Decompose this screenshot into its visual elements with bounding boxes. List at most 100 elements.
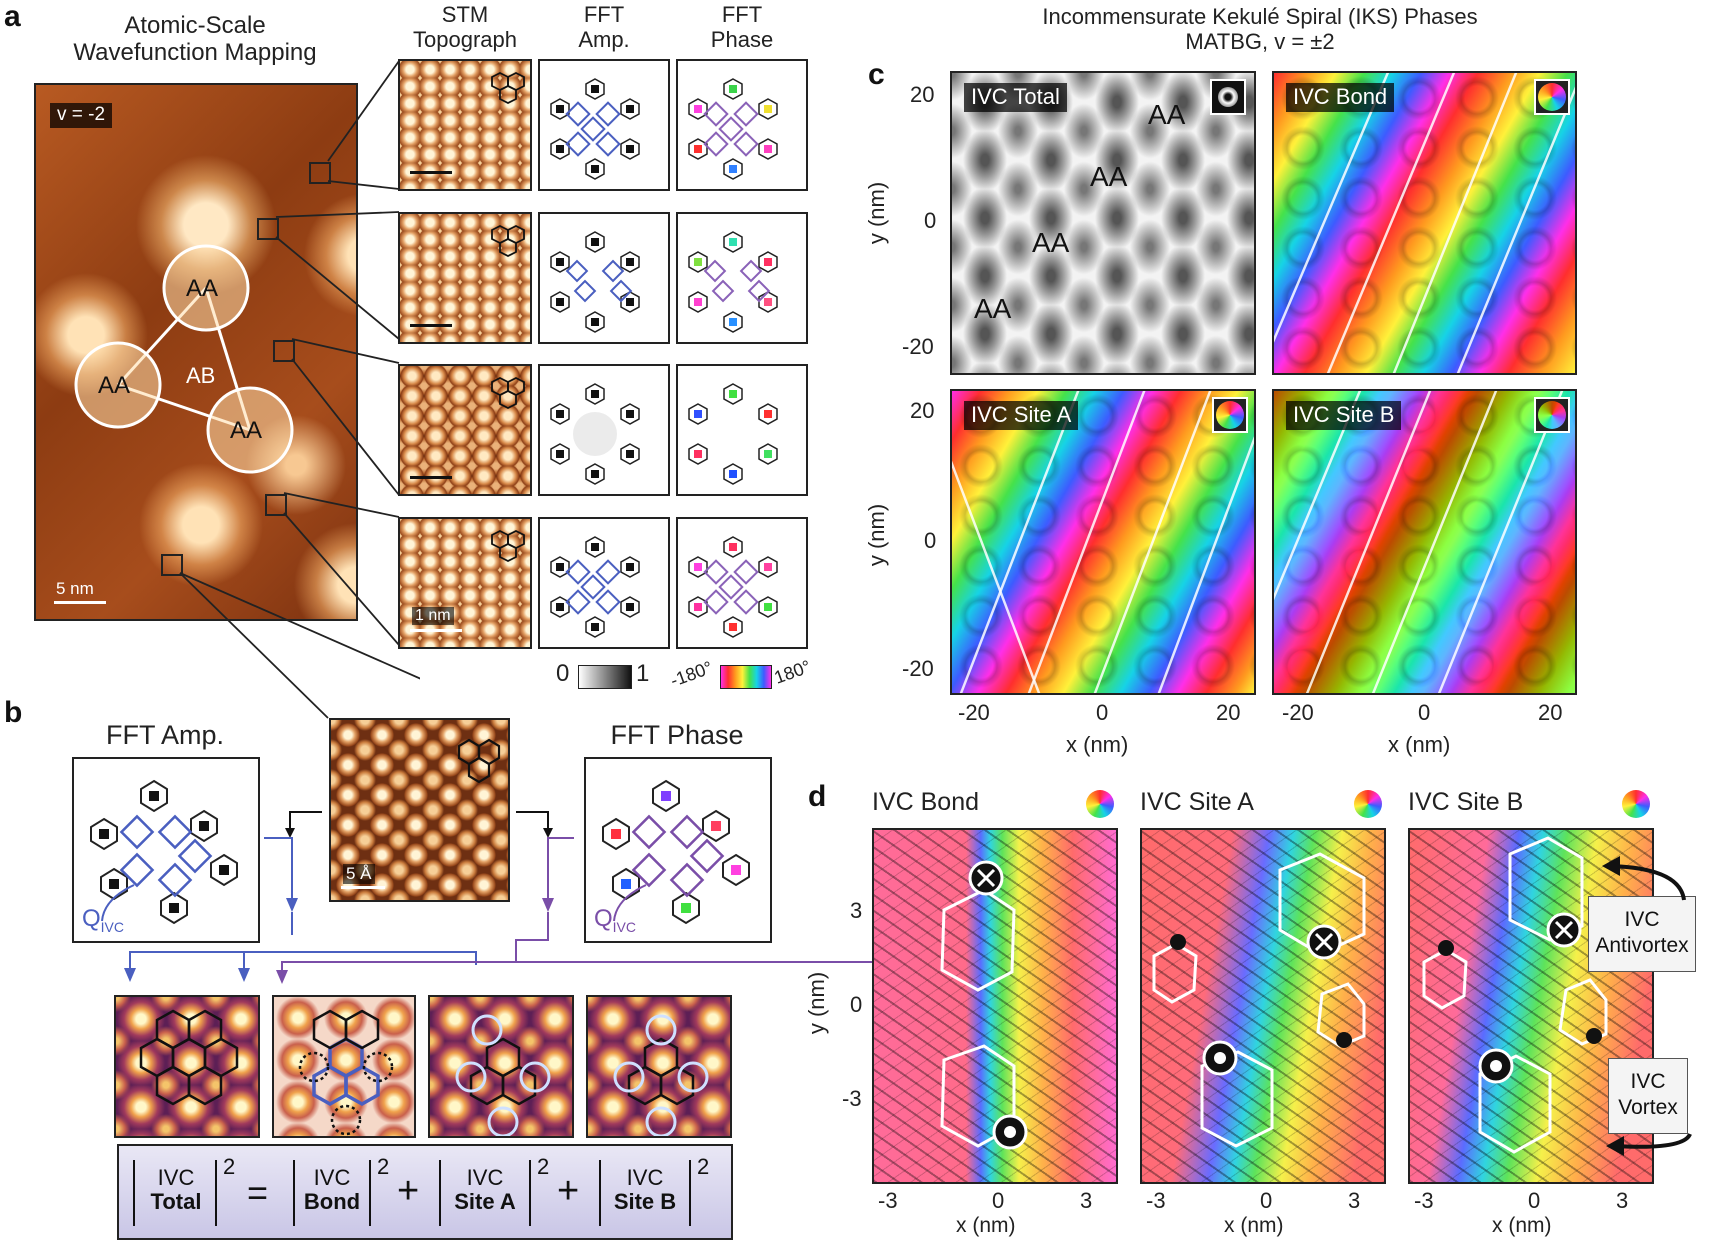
fft-amp-row4 — [538, 517, 670, 649]
d-xlabel-1: x (nm) — [956, 1214, 1016, 1237]
q-ivc-label-phase: QIVC — [594, 905, 636, 935]
c-ytick-top-20: 20 — [910, 82, 935, 107]
d-xtick-3b: 0 — [1528, 1188, 1541, 1213]
c-xtick-r-0: 0 — [1418, 700, 1431, 725]
domain-lines — [952, 391, 1254, 693]
stm-topograph-row2 — [398, 212, 532, 344]
site-dot — [1170, 934, 1186, 950]
main-stm-map: v = -2 5 nm AA AA AA AB — [34, 83, 358, 621]
c-xlabel-right: x (nm) — [1388, 732, 1451, 757]
header-phase-line2: Phase — [710, 27, 774, 52]
zoom-box-3 — [273, 340, 295, 362]
header-amp-line2: Amp. — [578, 27, 630, 52]
scale-label-main: 5 nm — [56, 579, 94, 598]
c-xtick-r-m20: -20 — [1282, 700, 1314, 725]
domain-lines — [1274, 73, 1575, 373]
q-label: Q — [82, 905, 101, 932]
map-ivc-bond-b — [272, 995, 416, 1138]
d-xtick-1b: 0 — [992, 1188, 1005, 1213]
vortex-overlay — [1152, 852, 1366, 1148]
formula-total: IVC Total — [141, 1166, 211, 1214]
total-inset-icon — [1210, 79, 1246, 115]
map-label-site-b: IVC Site B — [1286, 401, 1402, 430]
q-label: Q — [594, 905, 613, 932]
aa-label-top: AA — [186, 275, 219, 302]
fft-phase-row2 — [676, 212, 808, 344]
site-b-inset-box — [1534, 397, 1570, 433]
fft-phase-row3 — [676, 364, 808, 496]
scale-bar-row2 — [410, 324, 452, 327]
aa-label-right: AA — [230, 417, 263, 444]
amp-scale-max: 1 — [636, 660, 650, 687]
formula-power-3: 2 — [537, 1154, 550, 1179]
scale-bar-row4 — [410, 629, 462, 632]
formula-bond-top: IVC — [313, 1165, 351, 1190]
d-xtick-3c: 3 — [1616, 1188, 1629, 1213]
amp-scale-min: 0 — [556, 660, 570, 687]
color-wheel-icon — [1538, 401, 1566, 429]
antivortex-callout: IVC Antivortex — [1588, 896, 1696, 972]
antivortex-icon — [1546, 912, 1582, 948]
fft-phase-row4 — [676, 517, 808, 649]
formula-site-b-top: IVC — [626, 1165, 664, 1190]
vortex-label-line2: Vortex — [1618, 1096, 1678, 1119]
map-label-bond: IVC Bond — [1286, 83, 1395, 112]
stm-topograph-large: 5 Å — [329, 718, 510, 902]
hexagon-overlay-icon — [457, 738, 501, 784]
c-xtick-l-m20: -20 — [958, 700, 990, 725]
site-dot — [1336, 1032, 1352, 1048]
d-xtick-2b: 0 — [1260, 1188, 1273, 1213]
q-sub: IVC — [612, 918, 637, 935]
fft-amp-large: QIVC — [72, 757, 260, 943]
scale-label-large: 5 Å — [343, 864, 375, 884]
phase-colorbar — [720, 665, 772, 689]
fft-amp-pattern — [550, 231, 640, 333]
stm-topograph-row3 — [398, 364, 532, 496]
c-ytick-top-m20: -20 — [902, 334, 934, 359]
c-xtick-l-20: 20 — [1216, 700, 1241, 725]
map-ivc-bond: IVC Bond — [1272, 71, 1577, 375]
d-xtick-1c: 3 — [1080, 1188, 1093, 1213]
aa-ab-triangle — [74, 162, 331, 576]
bond-inset-box — [1534, 79, 1570, 115]
d-xtick-2a: -3 — [1146, 1188, 1166, 1213]
fft-amp-large-pattern — [90, 779, 238, 925]
formula-power-2: 2 — [377, 1154, 390, 1179]
vortex-overlay — [940, 860, 1028, 1150]
hexagon-lattice-icon — [139, 1009, 239, 1106]
panel-c-title-line2: MATBG, v = ±2 — [1185, 29, 1335, 54]
fft-phase-pattern — [688, 231, 778, 333]
color-wheel-icon — [1216, 401, 1244, 429]
vortex-icon — [1478, 1048, 1514, 1084]
c-xlabel-left: x (nm) — [1066, 732, 1129, 757]
c-xtick-l-0: 0 — [1096, 700, 1109, 725]
d-color-wheel-bond — [1086, 790, 1114, 818]
aa-circle-top — [162, 244, 250, 332]
formula-site-a: IVC Site A — [445, 1166, 525, 1214]
aa-label-c2: AA — [1090, 161, 1128, 192]
fft-phase-pattern — [688, 78, 778, 180]
panel-c-title-line1: Incommensurate Kekulé Spiral (IKS) Phase… — [1042, 4, 1478, 29]
map-ivc-total-b — [114, 995, 260, 1138]
antivortex-label-line1: IVC — [1624, 908, 1660, 931]
aa-label-left: AA — [98, 372, 131, 399]
map-label-total: IVC Total — [964, 83, 1067, 112]
header-stm-topograph: STM Topograph — [398, 2, 532, 52]
header-stm-line1: STM — [441, 2, 489, 27]
quiver-ivc-site-b — [1408, 828, 1654, 1184]
q-sub: IVC — [100, 918, 125, 935]
scale-bar-row1 — [410, 171, 452, 174]
formula-bond-bottom: Bond — [303, 1189, 361, 1214]
c-ytick-bot-20: 20 — [910, 398, 935, 423]
panel-c-title: Incommensurate Kekulé Spiral (IKS) Phase… — [930, 4, 1590, 54]
formula-plus-1: + — [397, 1170, 420, 1212]
map-label-site-a: IVC Site A — [964, 401, 1079, 430]
formula-equals: = — [247, 1172, 269, 1213]
hexagon-overlay-icon — [491, 376, 525, 410]
fft-phase-pattern — [688, 383, 778, 485]
c-ytick-top-0: 0 — [924, 208, 937, 233]
aa-label-c4: AA — [974, 293, 1012, 324]
vortex-icon — [1202, 1040, 1238, 1076]
site-dot — [1586, 1028, 1602, 1044]
formula-total-top: IVC — [157, 1165, 195, 1190]
